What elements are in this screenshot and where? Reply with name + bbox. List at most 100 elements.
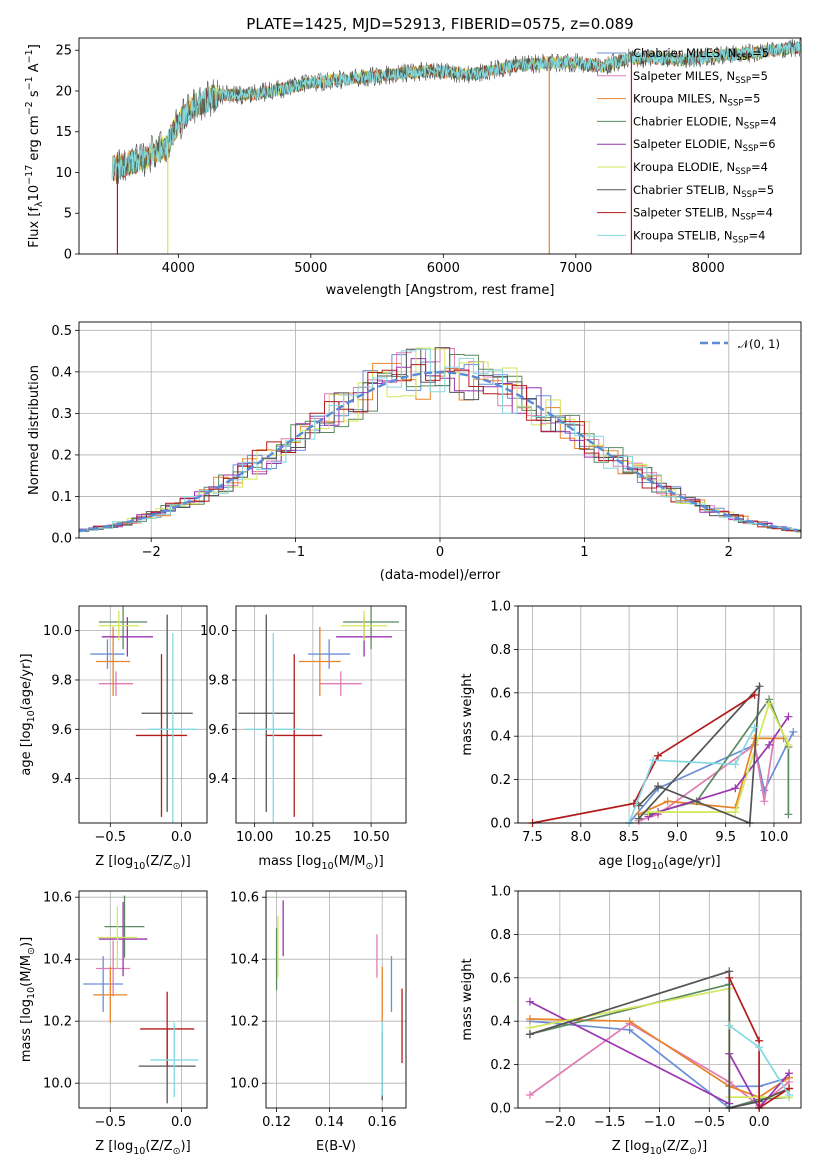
spectrum-y-axis-label-part: 10 xyxy=(27,185,42,202)
legend-entry-value: =5 xyxy=(743,92,760,106)
weight-marker xyxy=(784,740,793,749)
metallicity-mass-panel: −0.5 0.010.010.210.410.6Z [log10(Z/Z⊙)]ma… xyxy=(19,890,208,1157)
y-tick-label: 10.0 xyxy=(200,624,229,639)
z-age-y-axis-label: age [log10(age/yr)] xyxy=(19,653,37,775)
y-tick-label: 10.2 xyxy=(230,1015,259,1030)
histogram-kroupa-stelib xyxy=(79,348,801,533)
x-tick-label: 8.0 xyxy=(570,830,591,845)
x-tick-label: −0.5 xyxy=(94,830,126,845)
age-weight-series xyxy=(528,682,798,827)
metallicity-weight-panel: −2.0 −1.5 −1.0 −0.5 0.0 0.0 0.2 0.4 0.6 0.8 1.0 Z [… xyxy=(460,885,802,1157)
legend-entry: Chabrier ELODIE, NSSP=4 xyxy=(633,114,777,131)
z-age-x-axis-label-part: (Z/Z xyxy=(145,854,172,869)
y-tick-label: 0 xyxy=(64,248,72,263)
x-tick-label: 8.5 xyxy=(619,830,640,845)
legend-entry: Salpeter MILES, NSSP=5 xyxy=(633,69,768,86)
legend-entry: Kroupa STELIB, NSSP=4 xyxy=(633,228,765,245)
z-age-y-axis-label-part: (age/yr)] xyxy=(19,653,34,710)
z-age-y-axis-label-part: age [log xyxy=(19,722,34,775)
axes-frame xyxy=(78,605,208,824)
weight-marker xyxy=(784,810,793,819)
legend-entry-subscript: SSP xyxy=(744,121,760,131)
z-mass-x-axis-label-part: 10 xyxy=(133,1146,145,1157)
z-mass-x-axis-label-part: ⊙ xyxy=(173,1146,181,1157)
legend-entry-label: Salpeter MILES, N xyxy=(633,69,735,83)
y-tick-label: 5 xyxy=(64,207,72,222)
weight-marker xyxy=(525,1090,534,1099)
ebv-mass-error-bars xyxy=(275,900,403,1101)
z-weight-x-axis-label-part: )] xyxy=(697,1139,707,1154)
weight-marker xyxy=(765,740,774,749)
age-weight-panel: 7.5 8.0 8.5 9.0 9.5 10.0 0.0 0.2 0.4 0.6 0.8 1.0 age… xyxy=(460,600,802,872)
x-tick-label: 0 xyxy=(436,545,444,560)
legend-entry-value: =4 xyxy=(756,206,773,220)
legend-entry: Kroupa ELODIE, NSSP=4 xyxy=(633,160,768,177)
y-tick-label: 10.2 xyxy=(43,1015,72,1030)
legend-entry-label: Chabrier STELIB, N xyxy=(633,183,741,197)
spectrum-y-axis-label-part: A xyxy=(27,63,42,76)
x-tick-label: −2 xyxy=(142,545,161,560)
y-tick-label: 10.4 xyxy=(230,953,259,968)
y-tick-label: 0.2 xyxy=(490,773,511,788)
age-weight-y-axis-label: mass weight xyxy=(460,673,475,755)
mass-age-x-axis-label: mass [log10(M/M⊙)] xyxy=(258,854,383,872)
axes-frame xyxy=(517,605,802,824)
mass-age-x-axis-label-part: 10 xyxy=(322,861,334,872)
y-tick-label: 10.0 xyxy=(230,1077,259,1092)
spectrum-lines xyxy=(111,38,801,254)
weight-marker xyxy=(525,1030,534,1039)
legend-entry-label: Salpeter ELODIE, N xyxy=(633,137,743,151)
y-tick-label: 10 xyxy=(55,166,72,181)
weight-marker xyxy=(760,797,769,806)
z-weight-x-axis-label-part: Z [log xyxy=(612,1139,650,1154)
x-tick-label: −0.5 xyxy=(694,1115,726,1130)
spectrum-title: PLATE=1425, MJD=52913, FIBERID=0575, z=0… xyxy=(246,15,633,33)
z-mass-error-bars xyxy=(83,895,199,1104)
weight-marker xyxy=(634,814,643,823)
z-mass-x-axis-label: Z [log10(Z/Z⊙)] xyxy=(95,1139,190,1157)
y-tick-label: 10.6 xyxy=(230,891,259,906)
age-weight-x-axis-label-part: 10 xyxy=(652,861,664,872)
spectrum-y-axis-label-part: λ xyxy=(34,201,45,207)
age-weight-x-axis-label-part: (age/yr)] xyxy=(664,854,721,869)
z-weight-x-axis-label-part: 10 xyxy=(650,1146,662,1157)
spectrum-y-axis-label-part: ] xyxy=(27,44,42,49)
z-mass-y-axis-label: mass [log10(M/M⊙)] xyxy=(19,937,37,1062)
legend-entry-value: =4 xyxy=(751,160,768,174)
y-tick-label: 15 xyxy=(55,125,72,140)
weight-marker xyxy=(755,682,764,691)
x-tick-label: −0.5 xyxy=(94,1115,126,1130)
x-tick-label: 10.50 xyxy=(352,830,389,845)
y-tick-label: 0.8 xyxy=(490,928,511,943)
y-tick-label: 1.0 xyxy=(490,885,511,900)
y-tick-label: 0.5 xyxy=(51,324,72,339)
x-tick-label: 9.5 xyxy=(715,830,736,845)
weight-marker xyxy=(649,756,658,765)
weight-marker xyxy=(731,808,740,817)
x-tick-label: 6000 xyxy=(427,261,460,276)
weight-marker xyxy=(784,712,793,721)
weight-line-kroupa-elodie xyxy=(648,701,790,813)
y-tick-label: 0.2 xyxy=(51,448,72,463)
z-age-x-axis-label-part: )] xyxy=(181,854,191,869)
legend-entry-label: Kroupa ELODIE, N xyxy=(633,160,735,174)
histogram-x-axis-label: (data-model)/error xyxy=(380,568,501,583)
z-age-x-axis-label: Z [log10(Z/Z⊙)] xyxy=(95,854,190,872)
spectrum-panel: 4000 5000 6000 7000 8000 0 5 10 15 20 25 wavelength… xyxy=(24,37,802,298)
x-tick-label: 10.00 xyxy=(236,830,273,845)
y-tick-label: 0.4 xyxy=(490,1015,511,1030)
age-weight-x-axis-label: age [log10(age/yr)] xyxy=(598,854,720,872)
x-tick-label: −1.5 xyxy=(594,1115,626,1130)
z-weight-x-axis-label-part: (Z/Z xyxy=(662,1139,689,1154)
ebv-mass-panel: 0.12 0.14 0.16 10.0 10.2 10.4 10.6 E(B-V) xyxy=(230,890,407,1154)
legend-entry: Salpeter STELIB, NSSP=4 xyxy=(633,206,773,223)
legend-entry-value: =5 xyxy=(757,183,774,197)
weight-marker xyxy=(525,997,534,1006)
legend-entry-subscript: SSP xyxy=(736,53,752,63)
legend-entry-label: Chabrier ELODIE, N xyxy=(633,114,744,128)
spectrum-y-axis-label-part: −17 xyxy=(24,165,35,185)
spectrum-y-axis-label: Flux [fλ10−17 erg cm−2 s−1 A−1] xyxy=(24,44,45,248)
y-tick-label: 0.0 xyxy=(490,1102,511,1117)
y-tick-label: 0.4 xyxy=(490,730,511,745)
axes-frame xyxy=(78,37,802,255)
